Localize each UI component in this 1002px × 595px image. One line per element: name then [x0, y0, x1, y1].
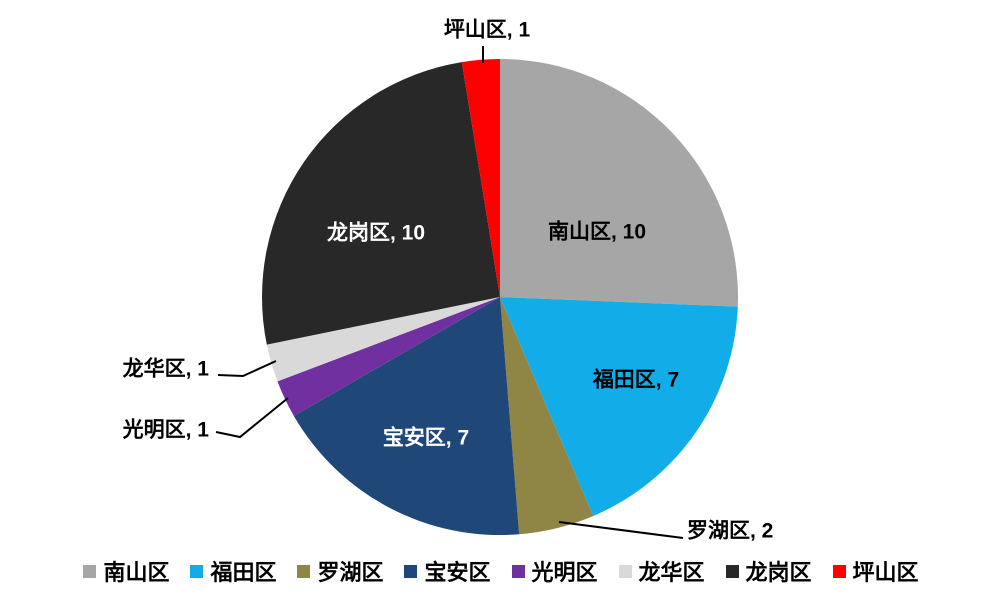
legend-swatch-icon — [190, 564, 204, 578]
data-label-3: 罗湖区, 2 — [687, 520, 773, 543]
pie-slice-1 — [500, 59, 739, 307]
pie-slice-4 — [293, 297, 520, 536]
legend-swatch-icon — [297, 564, 311, 578]
legend-swatch-icon — [618, 564, 632, 578]
legend-swatch-icon — [725, 564, 739, 578]
legend-swatch-icon — [83, 564, 97, 578]
legend-item-4: 宝安区 — [404, 555, 491, 587]
legend-item-5: 光明区 — [511, 555, 598, 587]
data-label-2: 福田区, 7 — [592, 369, 679, 392]
pie-slice-6 — [266, 297, 500, 382]
chart-legend: 南山区 福田区 罗湖区 宝安区 光明区 龙华区 龙岗区 坪山区 — [0, 556, 1002, 586]
pie-slice-8 — [461, 59, 500, 297]
data-label-5: 光明区, 1 — [122, 419, 210, 442]
legend-label: 龙岗区 — [745, 560, 812, 585]
legend-item-2: 福田区 — [190, 555, 276, 587]
leader-line-5 — [215, 397, 289, 439]
data-label-7: 龙岗区, 10 — [327, 221, 425, 245]
legend-label: 南山区 — [103, 560, 170, 585]
legend-label: 福田区 — [210, 560, 277, 585]
legend-item-7: 龙岗区 — [725, 555, 812, 587]
data-label-8: 坪山区, 1 — [444, 19, 531, 42]
leader-line-6 — [217, 360, 277, 378]
legend-label: 光明区 — [531, 560, 598, 585]
data-label-6: 龙华区, 1 — [123, 357, 210, 381]
pie-slice-3 — [500, 297, 594, 535]
pie-slice-7 — [261, 62, 500, 345]
legend-swatch-icon — [832, 564, 846, 578]
legend-swatch-icon — [511, 564, 525, 578]
leader-line-3 — [558, 521, 684, 539]
legend-item-3: 罗湖区 — [297, 555, 383, 587]
legend-item-1: 南山区 — [83, 555, 169, 587]
legend-label: 坪山区 — [852, 560, 919, 585]
legend-item-8: 坪山区 — [832, 555, 919, 587]
pie-slice-5 — [277, 297, 500, 416]
legend-swatch-icon — [404, 564, 418, 578]
legend-item-6: 龙华区 — [618, 555, 705, 587]
data-label-4: 宝安区, 7 — [383, 426, 469, 450]
legend-label: 龙华区 — [638, 560, 705, 585]
data-label-1: 南山区, 10 — [548, 220, 646, 244]
pie-slice-2 — [500, 297, 738, 516]
legend-label: 罗湖区 — [317, 560, 384, 585]
legend-label: 宝安区 — [424, 560, 491, 585]
